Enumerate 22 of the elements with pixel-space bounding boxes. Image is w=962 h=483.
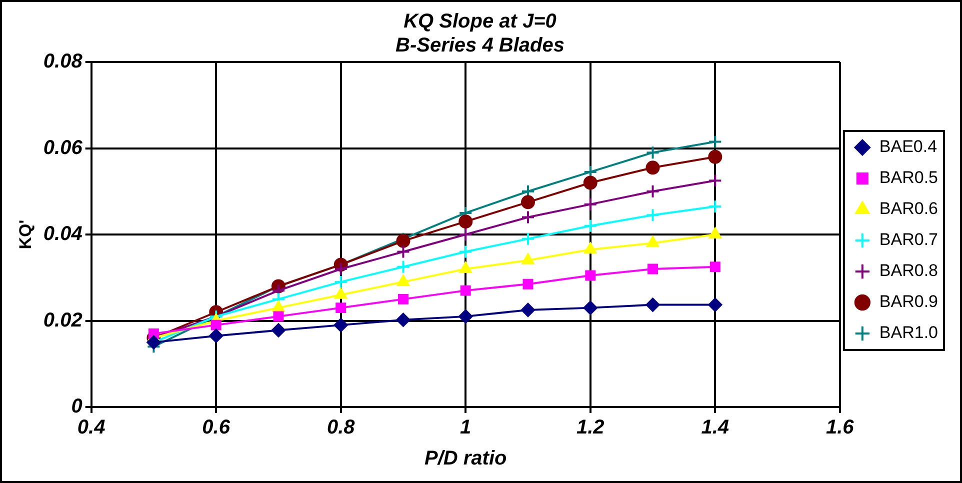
x-tick-label: 1.2	[576, 416, 604, 439]
y-tick-label: 0.04	[43, 223, 82, 246]
legend-label: BAE0.4	[879, 137, 938, 156]
y-tick-label: 0.08	[43, 50, 84, 73]
legend-label: BAR0.5	[879, 168, 938, 188]
y-tick-label: 0.02	[43, 309, 82, 332]
legend-label: BAR1.0	[879, 323, 938, 342]
x-tick-label: 0.4	[77, 416, 106, 439]
legend-label: BAR0.8	[879, 261, 938, 280]
y-tick-label: 0	[71, 396, 82, 418]
x-tick-label: 0.8	[326, 416, 356, 439]
x-tick-label: 0.6	[202, 416, 231, 439]
legend-label: BAR0.6	[879, 199, 938, 218]
legend-label: BAR0.9	[879, 292, 938, 312]
x-tick-label: 1	[460, 416, 472, 439]
y-tick-label: 0.06	[43, 136, 84, 159]
x-axis-title: P/D ratio	[424, 448, 507, 470]
y-axis-title: KQ'	[16, 220, 35, 250]
chart-title: KQ Slope at J=0 B-Series 4 Blades	[396, 10, 564, 57]
legend-label: BAR0.7	[879, 230, 938, 250]
x-tick-label: 1.6	[826, 416, 855, 439]
x-tick-label: 1.4	[701, 416, 730, 439]
